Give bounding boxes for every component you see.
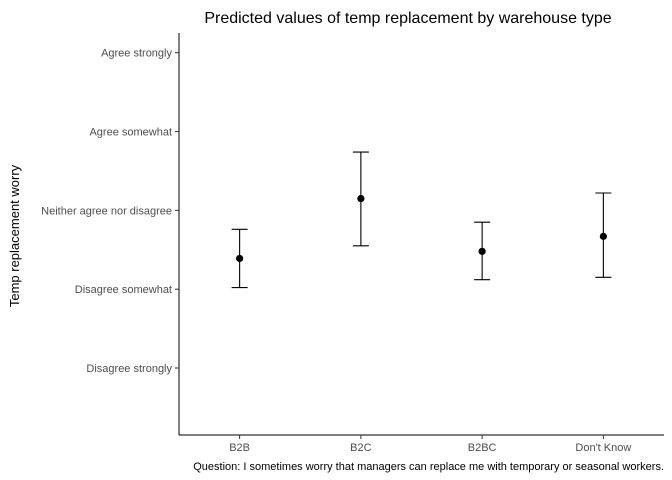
y-tick-label: Disagree somewhat (75, 284, 172, 296)
data-point (599, 232, 607, 240)
plot-marks (231, 151, 612, 289)
y-tick-label: Neither agree nor disagree (41, 205, 172, 217)
y-axis-label: Temp replacement worry (7, 164, 22, 307)
x-tick-label: B2B (229, 442, 250, 454)
chart-caption: Question: I sometimes worry that manager… (193, 461, 664, 473)
y-axis-ticks: Disagree strongly Disagree somewhat Neithe… (41, 48, 179, 375)
x-tick-label: B2BC (468, 442, 497, 454)
x-tick-label: B2C (350, 442, 371, 454)
x-tick-label: Don't Know (575, 442, 631, 454)
y-tick-label: Disagree strongly (86, 363, 172, 375)
x-axis-ticks: B2B B2C B2BC Don't Know (229, 435, 631, 454)
chart-title: Predicted values of temp replacement by … (204, 10, 611, 27)
data-point (236, 254, 244, 263)
data-point (478, 247, 486, 255)
data-point (357, 194, 365, 203)
y-tick-label: Agree strongly (101, 48, 172, 60)
y-tick-label: Agree somewhat (89, 127, 172, 139)
